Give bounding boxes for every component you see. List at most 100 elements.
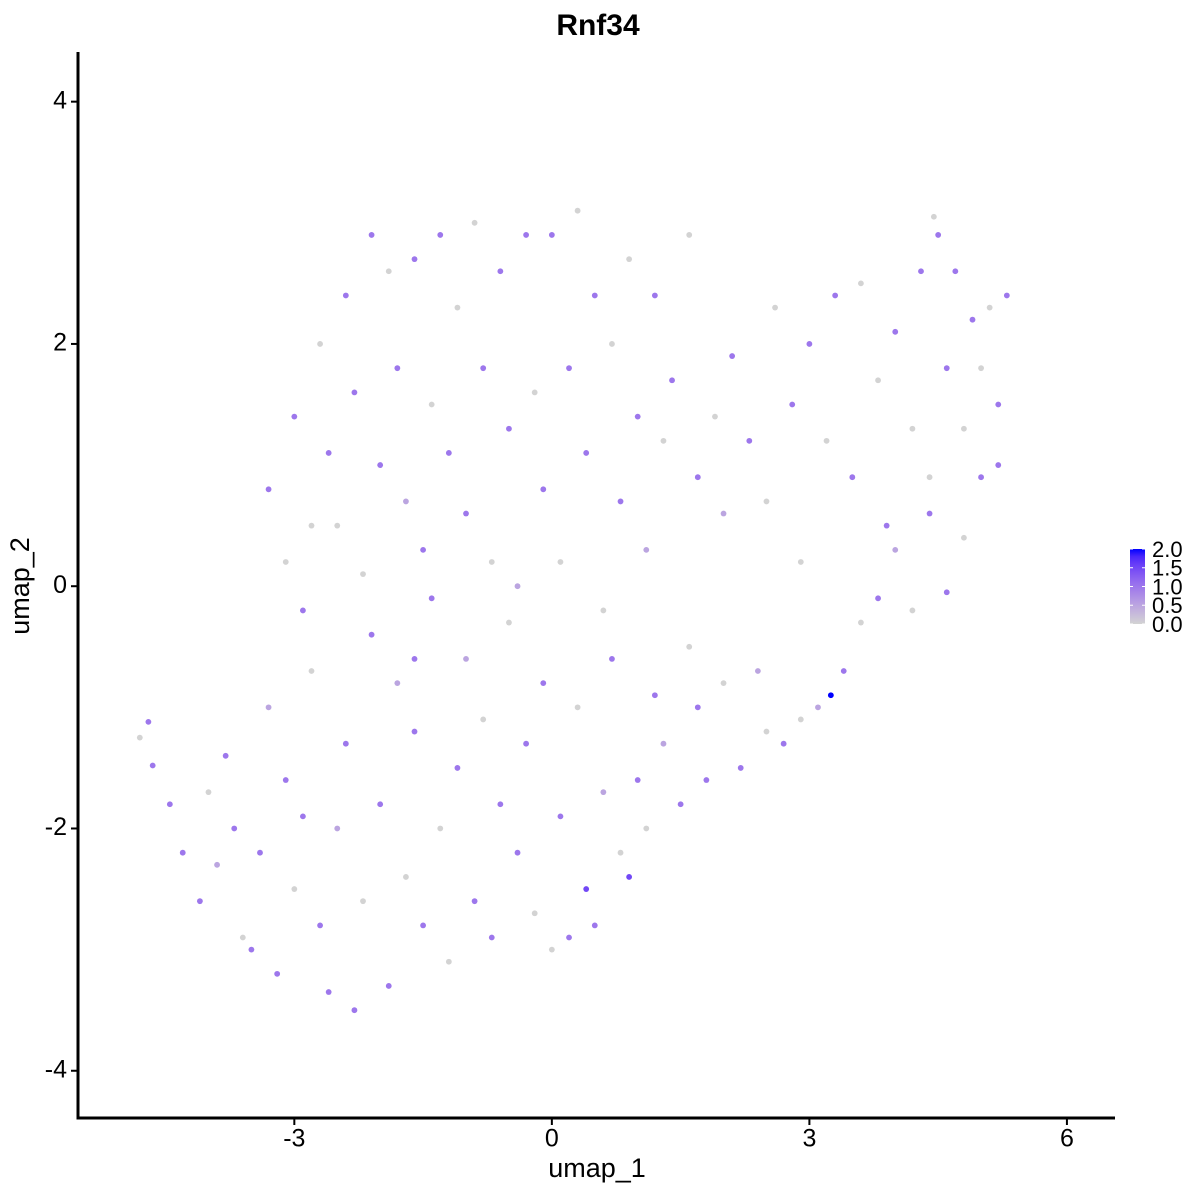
point [849,474,856,481]
point [480,716,487,723]
color-bar-label: 0.0 [1152,612,1183,637]
point [763,498,770,505]
point [875,377,881,384]
point [351,1007,358,1014]
point [488,559,495,565]
point [986,304,993,311]
point [827,692,834,699]
point [566,934,572,941]
point [394,680,401,687]
y-axis-label: umap_2 [5,537,35,635]
point [445,450,452,456]
color-bar-label: 0.5 [1152,593,1183,618]
point [926,474,933,481]
point [231,825,238,832]
point [583,886,590,892]
point [978,474,984,481]
point [506,425,512,432]
point [961,425,967,432]
point [909,607,916,614]
color-bar-label: 2.0 [1152,537,1183,562]
point [205,789,212,796]
point [566,365,572,372]
point [626,256,633,263]
point [166,801,173,808]
point [531,910,538,917]
point [1003,292,1010,299]
point [548,946,555,953]
point [291,886,298,892]
point [385,268,392,275]
point [677,801,684,808]
point [454,765,461,771]
point [660,740,667,747]
point [669,377,675,384]
point [720,510,727,517]
point [995,401,1002,408]
point [840,668,847,674]
color-bar-label: 1.5 [1152,556,1183,581]
point [334,522,341,529]
point [883,522,890,529]
point [651,692,658,699]
point [523,740,530,747]
point [531,389,538,396]
point [943,589,950,596]
point [892,328,899,335]
point [411,728,418,735]
point [780,740,787,747]
point [403,874,409,880]
point [291,413,298,420]
point [282,777,289,783]
point [772,304,778,311]
point [935,232,942,238]
point [497,801,504,808]
point [239,934,246,941]
x-tick-label: 6 [1060,1125,1074,1153]
point [694,474,701,481]
point [411,655,418,662]
point [265,704,272,711]
point [712,413,718,420]
point [454,304,461,311]
point [823,437,830,444]
point [918,268,924,275]
y-tick-label: 0 [53,571,67,599]
point [342,740,349,747]
point [978,365,984,372]
point [463,655,469,662]
point [403,498,409,505]
point [488,934,495,941]
point [145,718,152,725]
point [686,232,693,238]
point [334,825,341,832]
point [428,595,435,602]
point [969,316,976,323]
point [797,716,804,723]
point [737,765,744,771]
point [926,510,933,517]
x-tick-label: 0 [545,1125,559,1153]
point [617,849,624,856]
point [300,813,306,820]
point [523,232,530,238]
point [858,280,864,287]
point [703,777,710,783]
point [437,232,444,238]
point [149,762,156,769]
point [858,619,864,626]
point [463,510,469,517]
x-tick-label: -3 [283,1125,305,1153]
point [179,849,186,856]
point [961,534,967,541]
point [591,922,598,929]
point [368,631,375,638]
point [548,232,555,238]
point [300,607,306,614]
point [514,583,521,590]
point [875,595,881,602]
point [196,898,203,905]
point [257,849,263,856]
point [471,898,478,905]
